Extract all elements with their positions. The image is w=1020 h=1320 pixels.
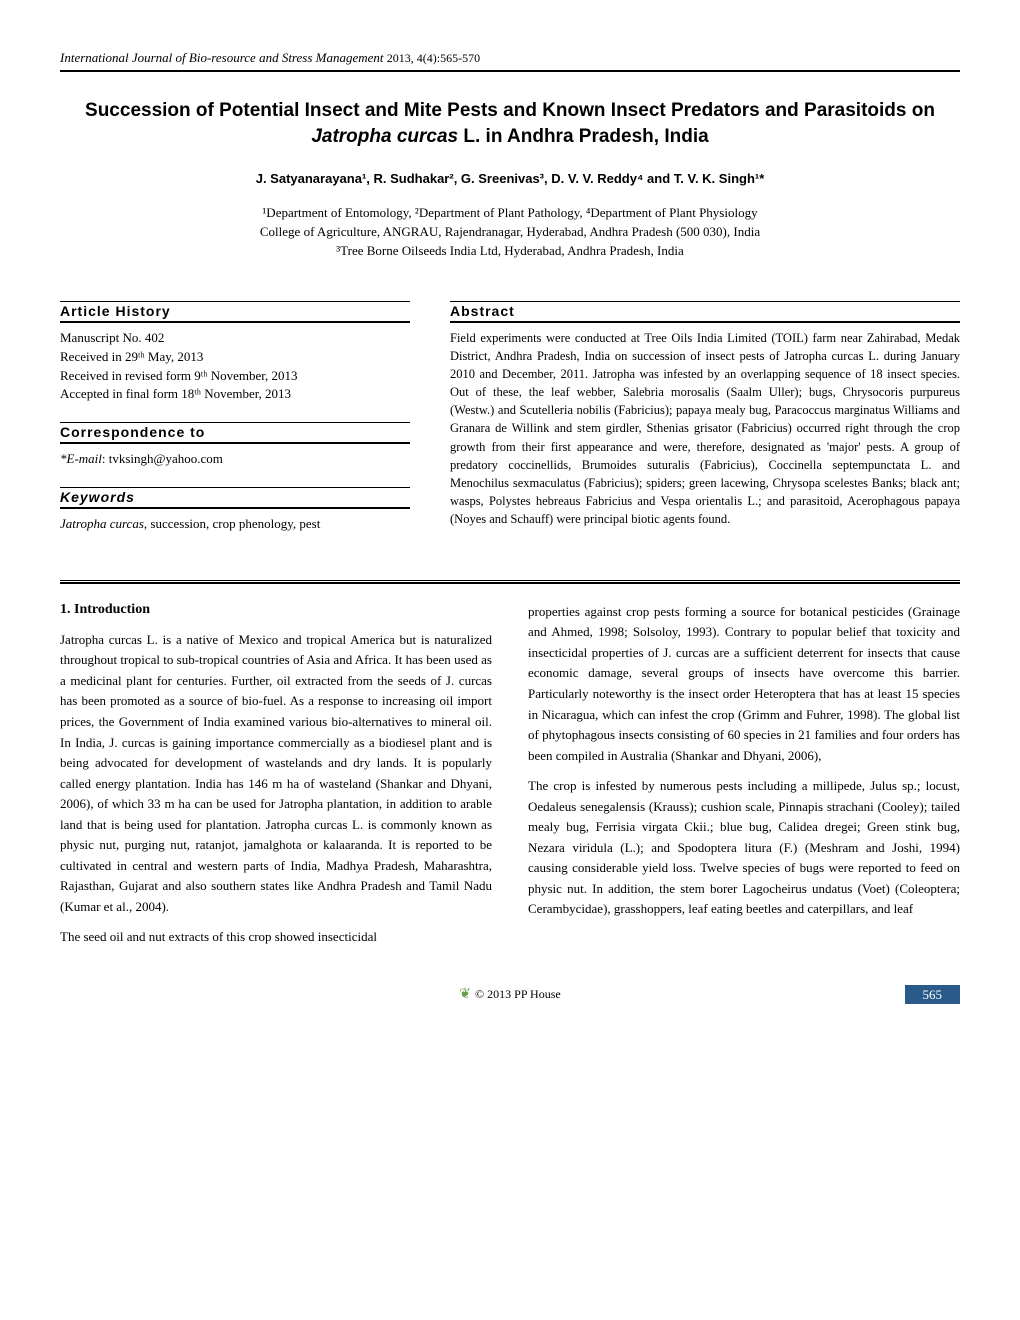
correspondence-heading: Correspondence to bbox=[60, 424, 410, 440]
affil-line3: ³Tree Borne Oilseeds India Ltd, Hyderaba… bbox=[336, 243, 683, 258]
title-line1: Succession of Potential Insect and Mite … bbox=[85, 100, 935, 121]
abstract-text: Field experiments were conducted at Tree… bbox=[450, 329, 960, 528]
body-p4: The crop is infested by numerous pests i… bbox=[528, 776, 960, 920]
body-p3: properties against crop pests forming a … bbox=[528, 602, 960, 766]
received: Received in 29ᵗʰ May, 2013 bbox=[60, 349, 203, 364]
abstract-heading: Abstract bbox=[450, 303, 960, 319]
copyright: © 2013 PP House bbox=[475, 987, 561, 1002]
keywords-text: Jatropha curcas, succession, crop phenol… bbox=[60, 515, 410, 534]
accepted: Accepted in final form 18ᵗʰ November, 20… bbox=[60, 386, 291, 401]
journal-volume: 2013, 4(4):565-570 bbox=[387, 51, 480, 65]
ms-no: Manuscript No. 402 bbox=[60, 330, 164, 345]
authors: J. Satyanarayana¹, R. Sudhakar², G. Sree… bbox=[60, 171, 960, 186]
keywords-rest: , succession, crop phenology, pest bbox=[144, 516, 320, 531]
rule bbox=[450, 301, 960, 302]
article-title: Succession of Potential Insect and Mite … bbox=[60, 98, 960, 149]
meta-section: Article History Manuscript No. 402 Recei… bbox=[60, 301, 960, 552]
body-col-right: properties against crop pests forming a … bbox=[528, 602, 960, 958]
journal-name: International Journal of Bio-resource an… bbox=[60, 50, 384, 65]
rule bbox=[60, 442, 410, 444]
rule bbox=[60, 422, 410, 423]
article-history-text: Manuscript No. 402 Received in 29ᵗʰ May,… bbox=[60, 329, 410, 404]
journal-header: International Journal of Bio-resource an… bbox=[60, 50, 960, 66]
intro-heading: 1. Introduction bbox=[60, 602, 492, 618]
article-history-heading: Article History bbox=[60, 303, 410, 319]
meta-right-column: Abstract Field experiments were conducte… bbox=[450, 301, 960, 552]
title-species: Jatropha curcas bbox=[311, 126, 458, 147]
rule bbox=[450, 321, 960, 323]
top-rule bbox=[60, 70, 960, 72]
title-rest: L. in Andhra Pradesh, India bbox=[458, 126, 709, 147]
page-number-wrap: 565 bbox=[905, 986, 961, 1004]
body-col-left: 1. Introduction Jatropha curcas L. is a … bbox=[60, 602, 492, 958]
email-label: *E-mail bbox=[60, 451, 102, 466]
rule bbox=[60, 301, 410, 302]
body-p1: Jatropha curcas L. is a native of Mexico… bbox=[60, 630, 492, 917]
affil-line2: College of Agriculture, ANGRAU, Rajendra… bbox=[260, 224, 760, 239]
keywords-italic: Jatropha curcas bbox=[60, 516, 144, 531]
rule bbox=[60, 507, 410, 509]
body-p2: The seed oil and nut extracts of this cr… bbox=[60, 927, 492, 948]
leaf-icon: ❦ bbox=[459, 986, 471, 1003]
revised: Received in revised form 9ᵗʰ November, 2… bbox=[60, 368, 298, 383]
body-columns: 1. Introduction Jatropha curcas L. is a … bbox=[60, 602, 960, 958]
body-rule bbox=[60, 580, 960, 584]
affil-line1: ¹Department of Entomology, ²Department o… bbox=[262, 205, 757, 220]
affiliations: ¹Department of Entomology, ²Department o… bbox=[60, 204, 960, 261]
meta-left-column: Article History Manuscript No. 402 Recei… bbox=[60, 301, 410, 552]
email: : tvksingh@yahoo.com bbox=[102, 451, 223, 466]
keywords-heading: Keywords bbox=[60, 489, 410, 505]
footer: ❦ © 2013 PP House 565 bbox=[60, 986, 960, 1010]
rule bbox=[60, 487, 410, 488]
footer-center: ❦ © 2013 PP House bbox=[459, 986, 560, 1003]
page-number: 565 bbox=[905, 985, 961, 1004]
rule bbox=[60, 321, 410, 323]
correspondence-text: *E-mail: tvksingh@yahoo.com bbox=[60, 450, 410, 469]
